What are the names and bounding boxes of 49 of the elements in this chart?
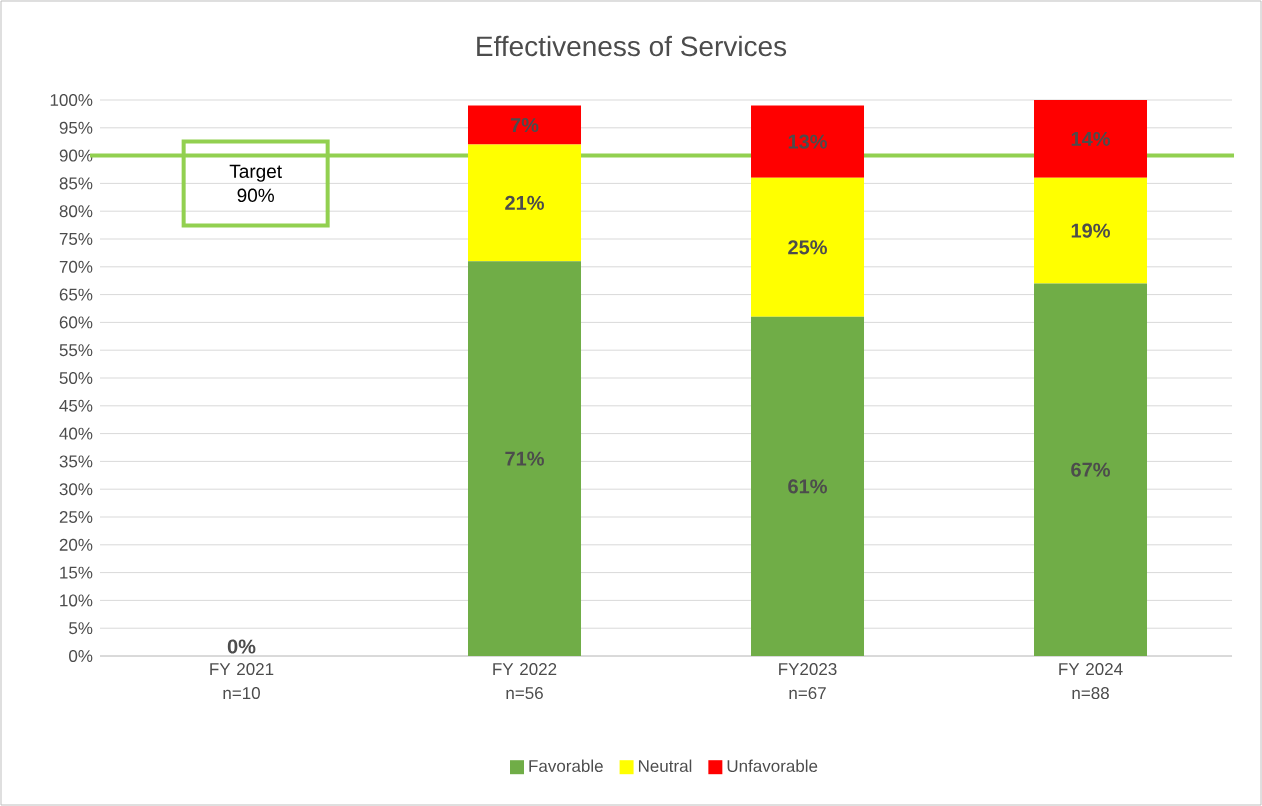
data-label: 61% bbox=[788, 479, 827, 494]
x-tick-label: FY 2022 n=56 bbox=[493, 663, 557, 700]
y-tick-label: 50% bbox=[59, 371, 93, 385]
y-tick-label: 35% bbox=[59, 455, 93, 468]
chart-title: Effectiveness of Services bbox=[477, 35, 787, 57]
legend-label: Favorable bbox=[529, 759, 603, 773]
y-tick-label: 30% bbox=[59, 483, 93, 496]
data-label: 19% bbox=[1071, 223, 1110, 238]
y-tick-label: 80% bbox=[59, 205, 93, 218]
y-tick-label: 0% bbox=[69, 649, 93, 663]
bar bbox=[1034, 99, 1148, 178]
y-tick-label: 90% bbox=[59, 149, 93, 162]
y-tick-label: 100% bbox=[50, 93, 93, 106]
bar bbox=[751, 316, 865, 656]
y-tick-label: 60% bbox=[59, 316, 93, 329]
data-label: 25% bbox=[788, 240, 827, 255]
y-tick-label: 65% bbox=[59, 288, 93, 301]
x-tick-label: FY 2024 n=88 bbox=[1059, 663, 1123, 700]
data-label: 7% bbox=[510, 117, 539, 133]
data-label: 71% bbox=[505, 451, 544, 466]
ref-line-label: Target 90% bbox=[229, 164, 282, 203]
y-tick-label: 85% bbox=[59, 177, 93, 190]
bar bbox=[1034, 283, 1148, 656]
x-tick-label: FY 2021 n=10 bbox=[210, 663, 274, 700]
data-label: 21% bbox=[505, 195, 544, 210]
data-label: 67% bbox=[1071, 462, 1110, 477]
y-tick-label: 25% bbox=[59, 510, 93, 524]
y-tick-label: 55% bbox=[59, 344, 93, 357]
y-tick-label: 40% bbox=[59, 427, 93, 440]
bar bbox=[1034, 177, 1148, 284]
bar bbox=[751, 177, 865, 317]
y-tick-label: 95% bbox=[59, 121, 93, 134]
bar bbox=[468, 105, 582, 145]
legend-label: Unfavorable bbox=[727, 759, 818, 773]
y-tick-label: 75% bbox=[59, 233, 93, 245]
bar bbox=[468, 261, 582, 656]
bar bbox=[751, 105, 865, 178]
legend-label: Neutral bbox=[638, 759, 692, 773]
bar bbox=[468, 144, 582, 262]
y-tick-label: 20% bbox=[59, 538, 93, 551]
data-label: 0% bbox=[227, 639, 256, 654]
y-tick-label: 10% bbox=[60, 594, 93, 607]
y-tick-label: 5% bbox=[69, 622, 93, 635]
data-label: 14% bbox=[1071, 131, 1110, 146]
x-tick-label: FY2023 n=67 bbox=[779, 663, 837, 700]
data-label: 13% bbox=[788, 134, 827, 149]
y-tick-label: 15% bbox=[60, 566, 93, 579]
y-tick-label: 45% bbox=[59, 399, 93, 412]
y-tick-label: 70% bbox=[59, 260, 93, 273]
